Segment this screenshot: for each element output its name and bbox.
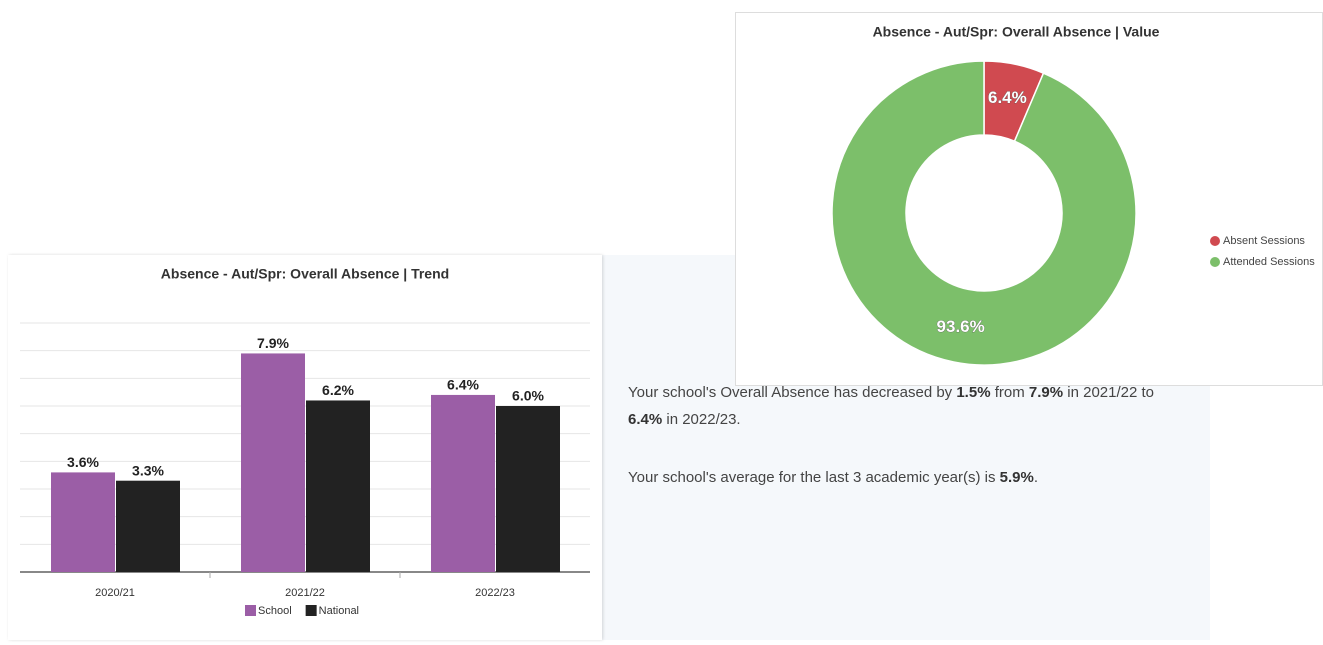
text: in 2022/23. xyxy=(662,411,741,428)
bar xyxy=(496,406,560,572)
x-tick-label: 2020/21 xyxy=(95,587,135,599)
bar xyxy=(306,400,370,572)
text: 6.4% xyxy=(628,411,663,428)
text: Your school's Overall Absence has decrea… xyxy=(628,384,957,401)
data-label: 6.2% xyxy=(322,382,354,398)
x-tick-label: 2022/23 xyxy=(475,587,515,599)
data-label: 3.6% xyxy=(67,454,99,470)
x-tick-label: 2021/22 xyxy=(285,587,325,599)
bar-chart-panel: Absence - Aut/Spr: Overall Absence | Tre… xyxy=(8,255,602,640)
legend-swatch xyxy=(1210,257,1220,267)
legend-label: Attended Sessions xyxy=(1223,256,1315,268)
legend-swatch xyxy=(1210,236,1220,246)
legend-label: School xyxy=(258,605,292,617)
data-label: 93.6% xyxy=(937,317,985,336)
text: 5.9% xyxy=(999,469,1034,486)
donut-slice xyxy=(831,60,1137,366)
text: from xyxy=(990,384,1029,401)
chart-title: Absence - Aut/Spr: Overall Absence | Val… xyxy=(873,24,1160,40)
bar xyxy=(241,353,305,572)
legend-label: National xyxy=(319,605,359,617)
summary-text: Your school's Overall Absence has decrea… xyxy=(628,379,1188,433)
text: 1.5% xyxy=(956,384,991,401)
data-label: 6.4% xyxy=(447,377,479,393)
bar xyxy=(51,472,115,572)
text: . xyxy=(1033,469,1039,486)
text: 7.9% xyxy=(1028,384,1064,401)
bar xyxy=(431,394,495,572)
legend-swatch xyxy=(305,605,317,616)
bar-chart: Absence - Aut/Spr: Overall Absence | Tre… xyxy=(20,266,590,617)
summary-text: Your school's average for the last 3 aca… xyxy=(628,464,1188,491)
legend-label: Absent Sessions xyxy=(1223,235,1305,247)
data-label: 7.9% xyxy=(257,335,289,351)
chart-title: Absence - Aut/Spr: Overall Absence | Tre… xyxy=(161,266,449,282)
donut-chart-panel: Absence - Aut/Spr: Overall Absence | Val… xyxy=(735,12,1323,386)
donut-chart: Absence - Aut/Spr: Overall Absence | Val… xyxy=(831,24,1315,366)
bar xyxy=(116,480,180,572)
data-label: 6.0% xyxy=(512,388,544,404)
data-label: 6.4% xyxy=(988,88,1027,107)
text: Your school's average for the last 3 aca… xyxy=(628,469,1000,486)
data-label: 3.3% xyxy=(132,462,164,478)
legend-swatch xyxy=(245,605,256,616)
text: in 2021/22 to xyxy=(1063,384,1155,401)
